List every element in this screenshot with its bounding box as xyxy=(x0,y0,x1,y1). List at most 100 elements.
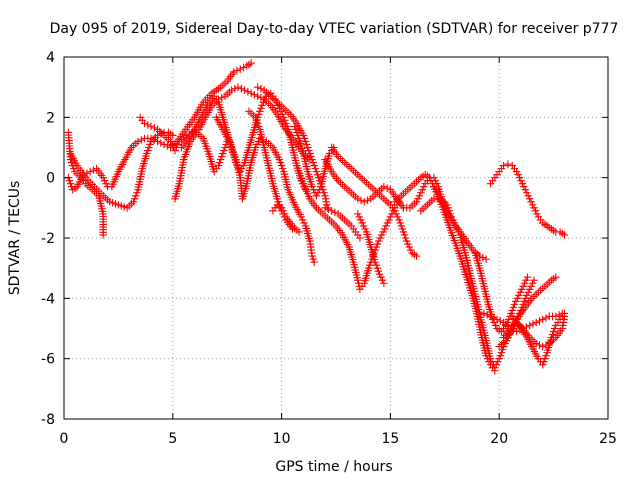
data-point xyxy=(412,198,421,206)
data-point xyxy=(377,231,386,239)
data-point xyxy=(524,192,532,200)
data-point xyxy=(485,357,493,366)
data-point xyxy=(215,158,224,167)
data-point xyxy=(218,152,226,161)
data-point xyxy=(293,128,301,137)
data-point xyxy=(380,182,388,191)
data-point xyxy=(383,219,392,227)
data-point xyxy=(220,146,228,155)
data-point xyxy=(420,182,428,191)
series-trace-26 xyxy=(486,160,569,239)
data-point xyxy=(359,222,368,230)
data-point xyxy=(496,317,505,325)
data-point xyxy=(397,222,406,230)
data-point xyxy=(542,351,550,360)
data-point xyxy=(446,210,454,218)
data-point xyxy=(504,315,513,324)
data-point xyxy=(383,184,391,192)
data-point xyxy=(278,110,287,119)
data-point xyxy=(521,294,530,303)
data-point xyxy=(376,234,384,242)
data-point xyxy=(253,92,262,100)
data-point xyxy=(253,83,262,91)
data-point xyxy=(512,297,520,306)
series-trace-21 xyxy=(471,249,532,336)
data-point xyxy=(257,104,265,113)
data-point xyxy=(495,354,503,363)
data-point xyxy=(515,173,524,182)
data-point xyxy=(516,288,524,297)
data-point xyxy=(380,225,389,233)
data-point xyxy=(371,258,379,266)
x-tick-label: 5 xyxy=(168,431,177,447)
data-point xyxy=(399,228,408,236)
series-trace-13 xyxy=(293,161,403,294)
x-axis-label: GPS time / hours xyxy=(275,459,392,475)
series-trace-16 xyxy=(327,143,421,260)
data-point xyxy=(257,84,265,93)
data-point xyxy=(532,318,540,327)
data-point xyxy=(451,222,460,230)
data-point xyxy=(253,119,262,128)
data-point xyxy=(405,243,414,251)
data-point xyxy=(374,267,383,275)
data-point xyxy=(493,357,502,366)
series-trace-10 xyxy=(269,201,303,236)
data-point xyxy=(239,63,248,72)
data-point xyxy=(521,185,530,194)
y-tick-label: -6 xyxy=(41,352,55,368)
data-point xyxy=(402,237,411,245)
data-point xyxy=(150,136,159,144)
data-point xyxy=(479,253,487,262)
data-point xyxy=(261,95,269,103)
data-point xyxy=(221,143,229,152)
data-point xyxy=(295,228,303,236)
data-point xyxy=(120,203,128,211)
data-point xyxy=(378,276,387,284)
data-point xyxy=(273,195,281,203)
data-point xyxy=(538,342,547,351)
data-point xyxy=(361,225,369,233)
data-point xyxy=(254,137,263,146)
data-point xyxy=(377,273,385,281)
data-point xyxy=(315,185,324,194)
data-point xyxy=(414,195,422,203)
data-point xyxy=(237,84,246,93)
x-tick-label: 20 xyxy=(490,431,508,447)
data-point xyxy=(550,324,559,333)
plot-frame xyxy=(63,56,609,420)
data-point xyxy=(305,146,313,155)
data-point xyxy=(482,351,490,360)
series-trace-25 xyxy=(508,309,569,369)
data-point xyxy=(404,240,412,248)
data-point xyxy=(391,207,399,215)
data-point xyxy=(453,225,461,233)
data-point xyxy=(523,291,531,300)
data-point xyxy=(548,330,557,339)
data-point xyxy=(147,134,155,143)
data-point xyxy=(237,164,246,173)
data-point xyxy=(520,182,528,191)
data-point xyxy=(216,155,225,164)
data-point xyxy=(523,273,532,281)
data-point xyxy=(129,198,138,206)
data-point xyxy=(365,261,374,269)
data-point xyxy=(393,213,402,221)
data-point xyxy=(66,179,75,188)
data-point xyxy=(380,279,388,287)
series-trace-2 xyxy=(64,164,112,194)
data-point xyxy=(250,90,259,99)
data-point xyxy=(280,113,288,122)
data-point xyxy=(233,66,241,75)
data-point xyxy=(279,207,287,215)
data-point xyxy=(542,314,550,322)
data-point xyxy=(302,140,311,149)
data-point xyxy=(482,255,490,263)
data-point xyxy=(418,185,427,194)
data-point xyxy=(450,219,458,227)
data-point xyxy=(312,192,321,200)
data-point xyxy=(517,176,525,185)
data-point xyxy=(309,158,317,167)
data-point xyxy=(379,228,387,236)
